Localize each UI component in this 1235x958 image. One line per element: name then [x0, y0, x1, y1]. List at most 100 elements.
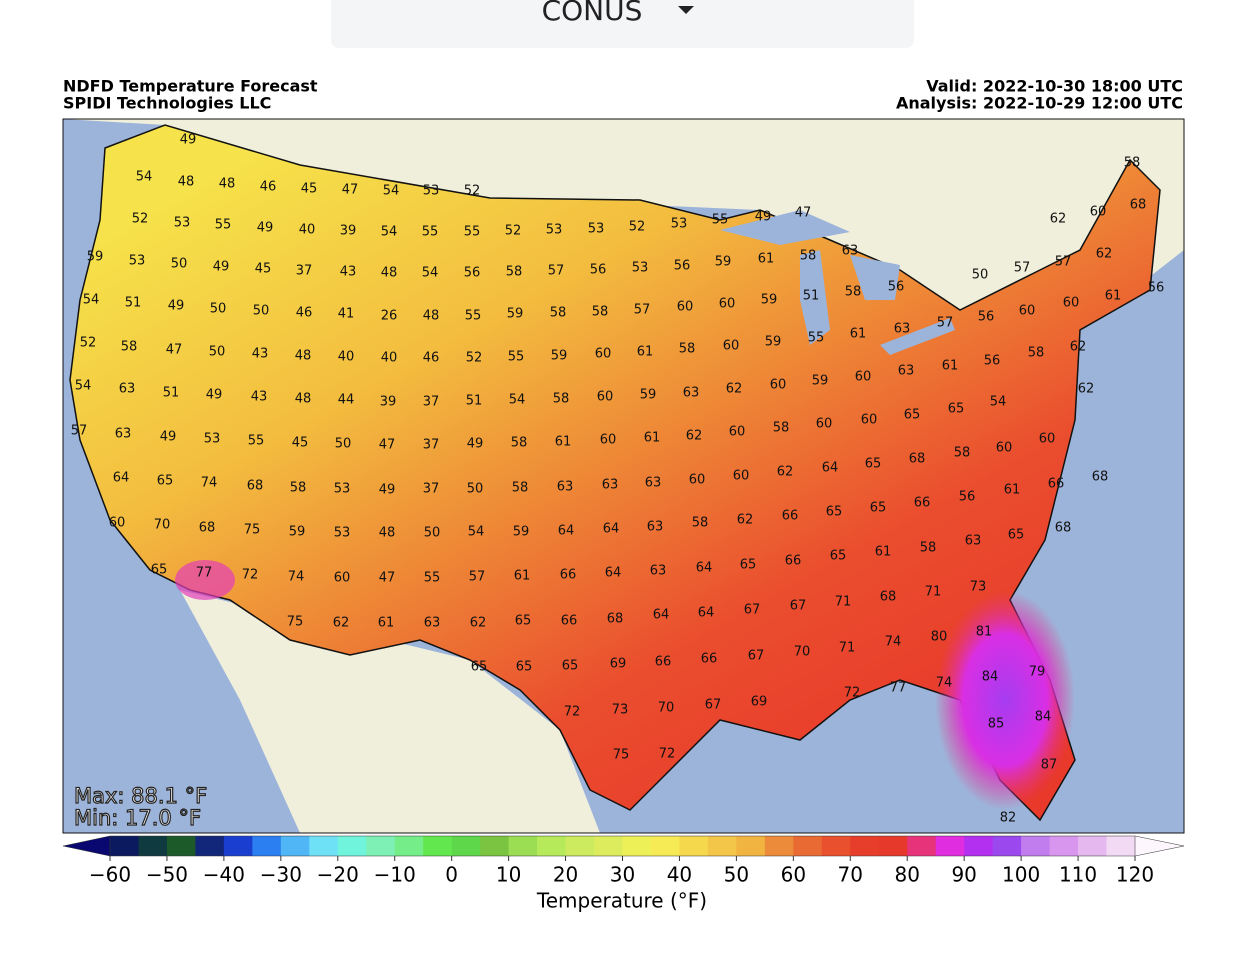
station-temp: 60: [595, 347, 612, 362]
station-temp: 40: [381, 351, 398, 366]
selector-box[interactable]: [331, 0, 914, 48]
station-temp: 68: [880, 590, 897, 605]
station-temp: 66: [1048, 477, 1065, 492]
station-temp: 59: [289, 525, 306, 540]
station-temp: 62: [470, 616, 487, 631]
analysis-time: Analysis: 2022-10-29 12:00 UTC: [896, 94, 1183, 113]
colorbar-swatch: [480, 836, 510, 856]
station-temp: 54: [75, 379, 92, 394]
station-temp: 62: [686, 429, 703, 444]
station-temp: 84: [1035, 710, 1052, 725]
station-temp: 65: [948, 402, 965, 417]
station-temp: 64: [113, 471, 130, 486]
colorbar-swatch: [223, 836, 253, 856]
station-temp: 60: [723, 339, 740, 354]
colorbar-swatch: [537, 836, 567, 856]
station-temp: 66: [560, 568, 577, 583]
station-temp: 48: [423, 309, 440, 324]
selector[interactable]: CONUS: [331, 0, 914, 48]
station-temp: 45: [301, 182, 318, 197]
station-temp: 58: [512, 481, 529, 496]
colorbar-swatch: [935, 836, 965, 856]
station-temp: 53: [129, 254, 146, 269]
colorbar-tick-label: −10: [374, 863, 416, 887]
station-temp: 59: [640, 388, 657, 403]
station-temp: 57: [1055, 255, 1072, 270]
station-temp: 60: [334, 571, 351, 586]
colorbar-swatch: [451, 836, 481, 856]
station-temp: 63: [965, 534, 982, 549]
station-temp: 40: [299, 223, 316, 238]
station-temp: 51: [803, 289, 820, 304]
station-temp: 64: [558, 524, 575, 539]
lake-erie: [880, 318, 955, 355]
colorbar-tick-label: −60: [89, 863, 131, 887]
station-temp: 63: [115, 427, 132, 442]
station-temp: 77: [196, 566, 213, 581]
selector-label[interactable]: CONUS: [542, 0, 643, 27]
station-temp: 58: [920, 541, 937, 556]
station-temp: 65: [1008, 528, 1025, 543]
station-temp: 44: [338, 393, 355, 408]
station-temp: 26: [381, 309, 398, 324]
station-temp: 67: [790, 599, 807, 614]
station-temp: 53: [334, 526, 351, 541]
station-temp: 50: [972, 268, 989, 283]
station-temp: 48: [295, 392, 312, 407]
station-temp: 66: [561, 614, 578, 629]
florida-warm: [935, 590, 1075, 810]
colorbar-swatch: [1049, 836, 1079, 856]
colorbar-over: [1134, 835, 1185, 857]
colorbar-tick-label: 30: [610, 863, 635, 887]
station-temp: 57: [937, 316, 954, 331]
station-temp: 59: [761, 293, 778, 308]
colorbar-swatch: [337, 836, 367, 856]
station-temp: 68: [1092, 470, 1109, 485]
colorbar-swatch: [821, 836, 851, 856]
station-temp: 37: [423, 482, 440, 497]
station-temp: 50: [253, 304, 270, 319]
station-temp: 59: [551, 349, 568, 364]
station-temp: 52: [505, 224, 522, 239]
station-temp: 49: [467, 437, 484, 452]
colorbar-tick-label: 120: [1116, 863, 1154, 887]
colorbar-swatch: [423, 836, 453, 856]
station-temp: 46: [260, 180, 277, 195]
station-temp: 60: [1063, 296, 1080, 311]
station-temp: 64: [653, 608, 670, 623]
station-temp: 53: [174, 216, 191, 231]
station-temp: 65: [157, 474, 174, 489]
colorbar-swatch: [650, 836, 680, 856]
colorbar-swatch: [366, 836, 396, 856]
station-temp: 58: [954, 446, 971, 461]
selector-caret[interactable]: [678, 6, 694, 14]
station-temp: 41: [338, 307, 355, 322]
station-temp: 52: [629, 220, 646, 235]
station-temp: 63: [424, 616, 441, 631]
colorbar-swatch: [508, 836, 538, 856]
station-temp: 60: [677, 300, 694, 315]
colorbar-tick-label: 20: [553, 863, 578, 887]
colorbar-swatch: [252, 836, 282, 856]
station-temp: 47: [379, 438, 396, 453]
station-temp: 60: [109, 516, 126, 531]
station-temp: 63: [650, 564, 667, 579]
station-temp: 56: [1148, 281, 1165, 296]
station-temp: 61: [1105, 289, 1122, 304]
colorbar-tick-label: −50: [146, 863, 188, 887]
colorbar-swatch: [964, 836, 994, 856]
station-temp: 43: [252, 347, 269, 362]
lake-huron: [850, 255, 900, 300]
station-temp: 73: [970, 580, 987, 595]
map-frame: [62, 118, 1185, 834]
station-temp: 65: [865, 457, 882, 472]
colorbar-swatch: [565, 836, 595, 856]
station-temp: 37: [296, 264, 313, 279]
station-temp: 58: [121, 340, 138, 355]
colorbar-swatch: [793, 836, 823, 856]
colorbar-tick-label: 60: [781, 863, 806, 887]
station-temp: 70: [658, 701, 675, 716]
station-temp: 49: [755, 210, 772, 225]
colorbar-tick-label: −30: [260, 863, 302, 887]
